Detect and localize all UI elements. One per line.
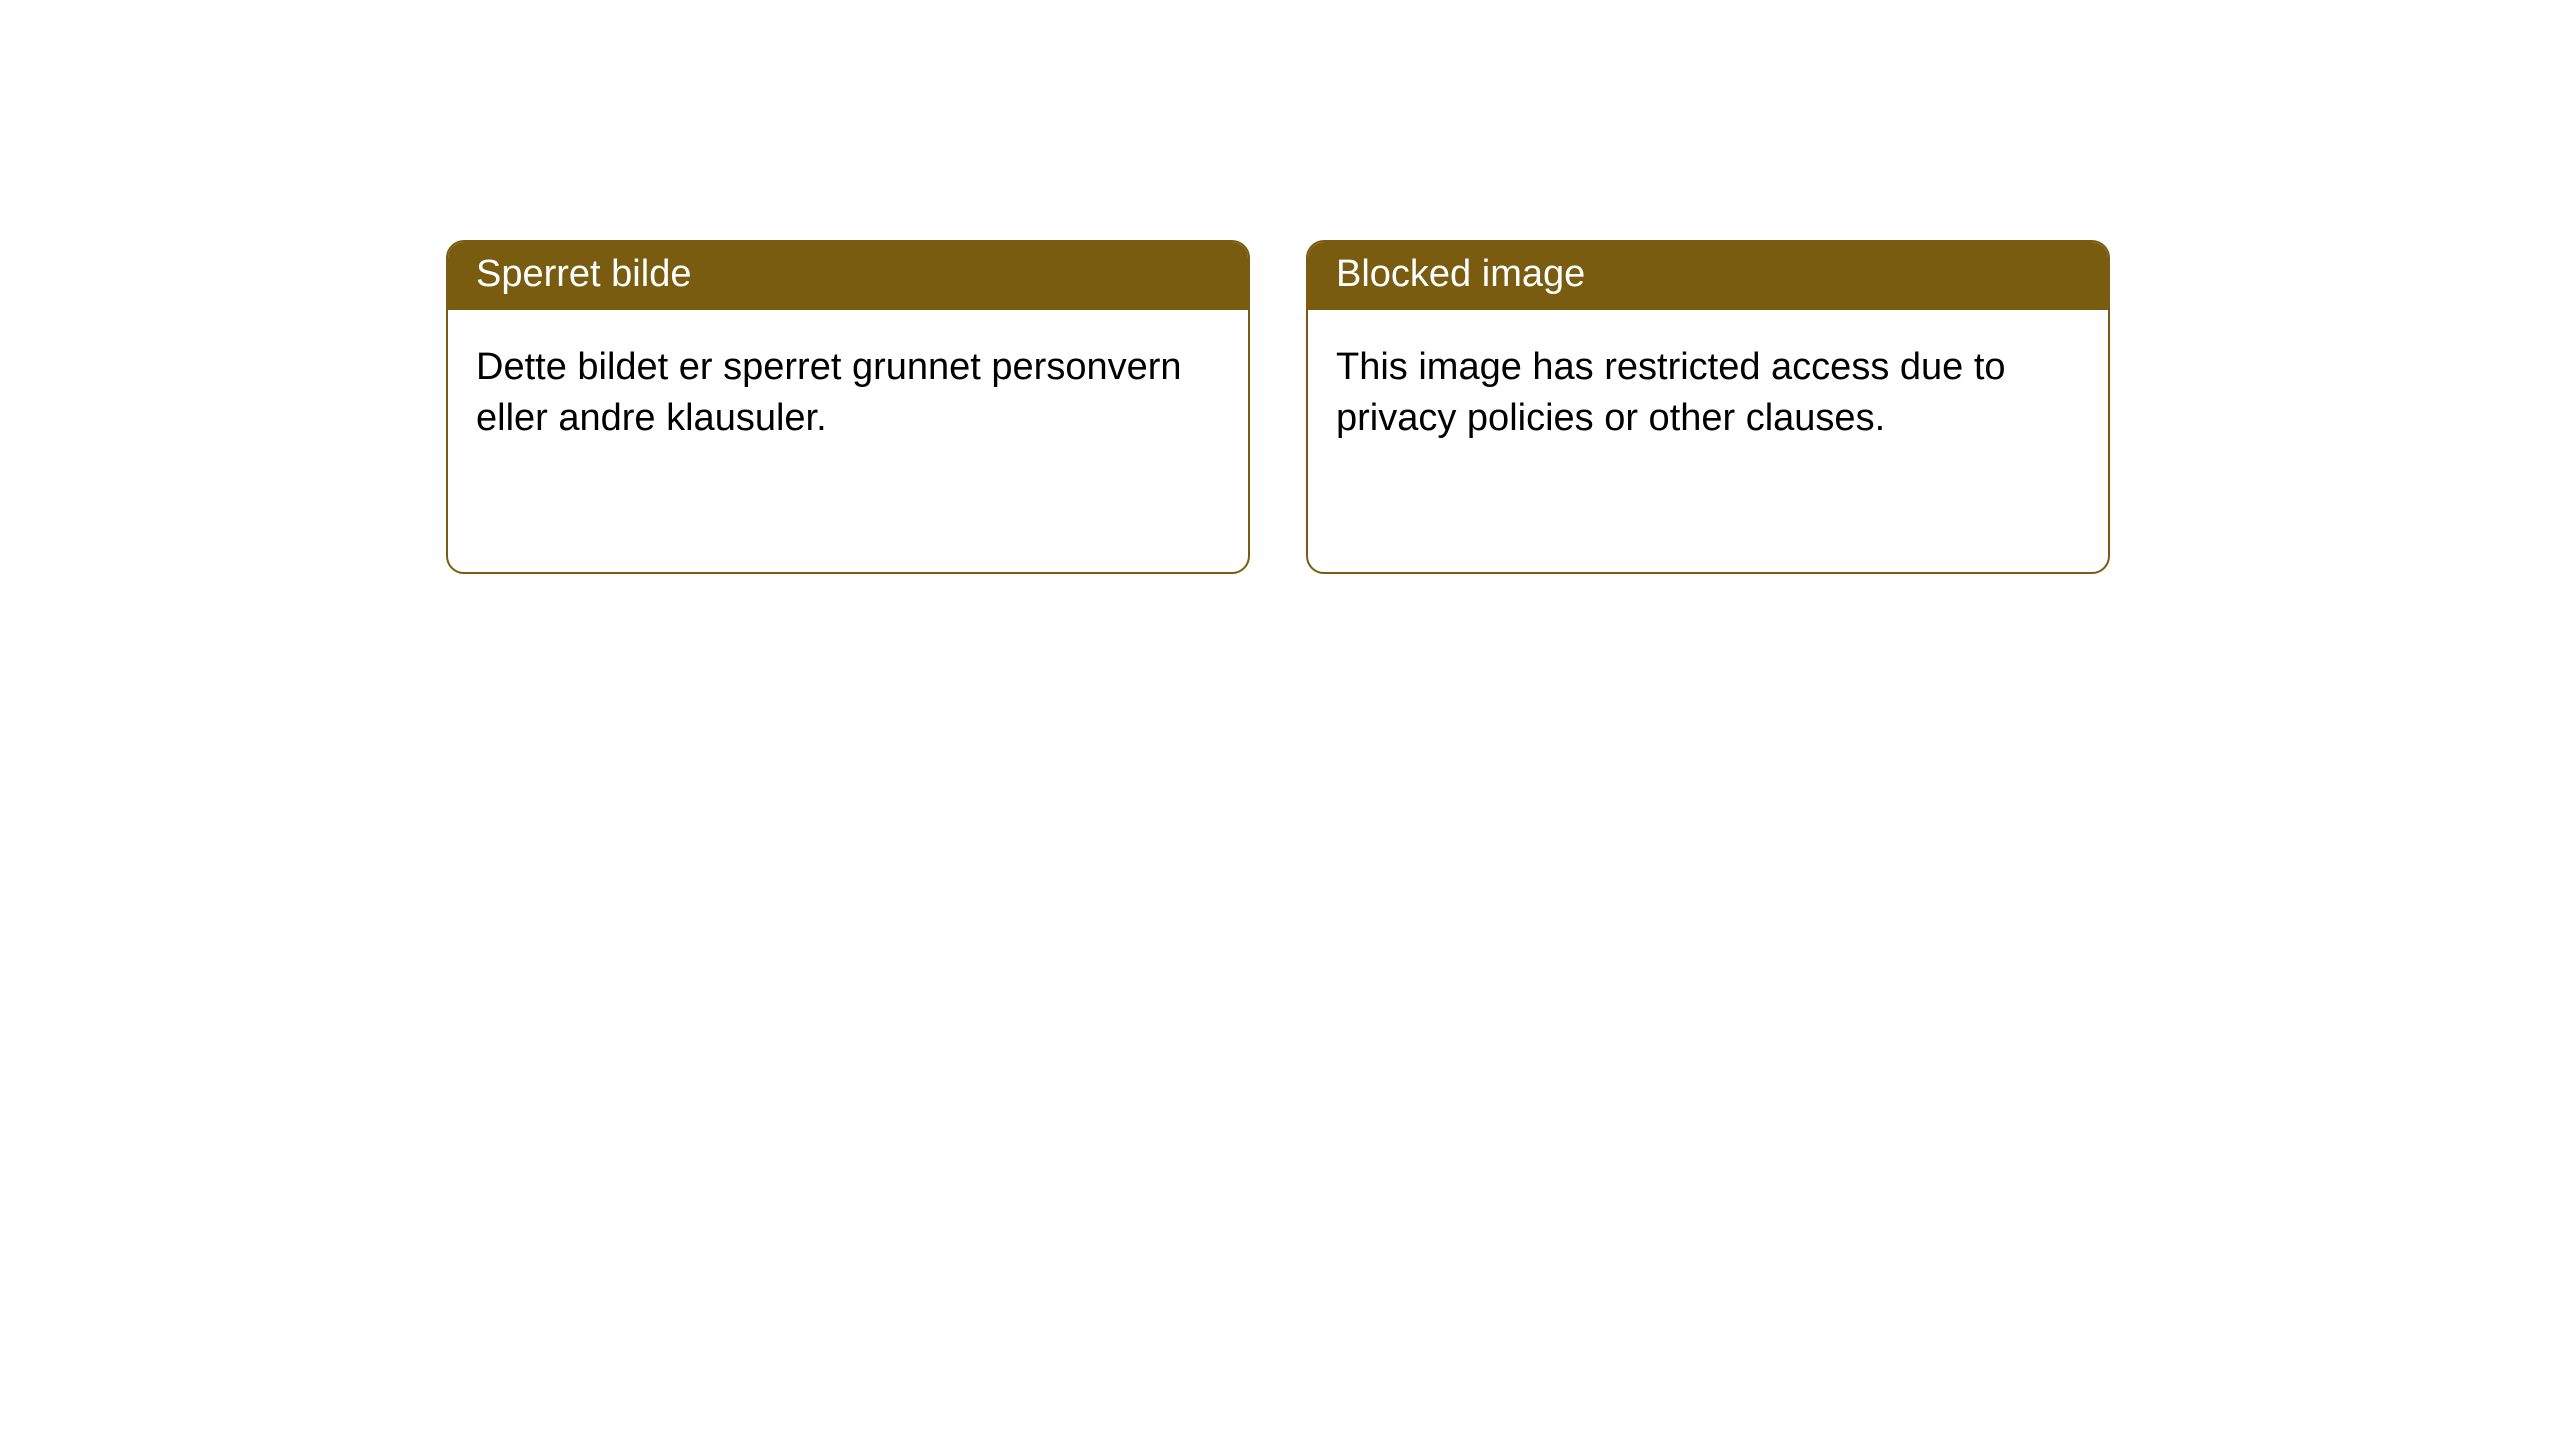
notice-card-norwegian: Sperret bilde Dette bildet er sperret gr… <box>446 240 1250 574</box>
notice-card-english: Blocked image This image has restricted … <box>1306 240 2110 574</box>
notice-card-body: Dette bildet er sperret grunnet personve… <box>448 310 1248 477</box>
notice-card-title: Sperret bilde <box>448 242 1248 310</box>
notice-card-body: This image has restricted access due to … <box>1308 310 2108 477</box>
notice-container: Sperret bilde Dette bildet er sperret gr… <box>0 0 2560 574</box>
notice-card-title: Blocked image <box>1308 242 2108 310</box>
